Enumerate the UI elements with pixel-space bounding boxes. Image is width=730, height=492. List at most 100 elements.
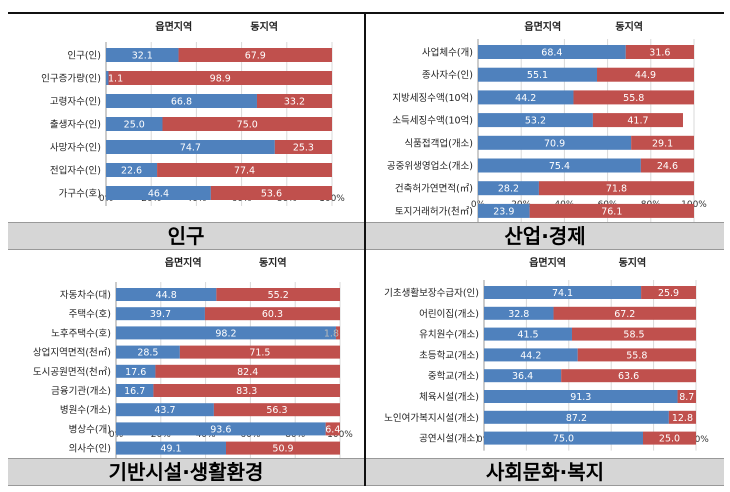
data-label-urban: 67.9 [245, 51, 266, 62]
category-label: 사망자수(인) [50, 143, 101, 154]
data-label-urban: 55.8 [623, 93, 644, 104]
bar-rural [484, 410, 669, 424]
bar-rural [116, 441, 226, 455]
category-label: 금융기관(개소) [51, 386, 111, 397]
bar-urban [573, 90, 694, 105]
data-label-urban: 83.3 [236, 386, 257, 397]
data-label-rural: 32.8 [508, 309, 529, 320]
category-label: 노후주택수(호) [51, 328, 111, 339]
data-label-urban: 31.6 [649, 48, 670, 59]
data-label-rural: 53.2 [525, 116, 546, 127]
bar-urban [592, 113, 683, 128]
bar-rural [106, 71, 109, 85]
data-label-urban: 24.6 [657, 161, 678, 172]
bar-rural [484, 327, 572, 341]
caption-industry-economy: 산업·경제 [366, 222, 724, 250]
caption-social-welfare: 사회문화·복지 [366, 458, 724, 486]
data-label-urban: 6.4 [325, 424, 340, 435]
category-label: 사업체수(개) [422, 47, 473, 59]
bar-rural [116, 288, 217, 301]
category-label: 가구수(호) [59, 189, 101, 200]
data-label-rural: 17.6 [125, 367, 146, 378]
bar-rural [478, 158, 641, 173]
bar-urban [538, 181, 694, 196]
data-label-urban: 25.9 [658, 288, 679, 299]
data-label-rural: 91.3 [570, 392, 591, 403]
legend-urban: 동지역 [619, 256, 647, 269]
data-label-urban: 41.7 [627, 116, 648, 127]
data-label-urban: 25.3 [293, 143, 314, 154]
category-label: 상업지역면적(천㎡) [33, 347, 111, 359]
data-label-rural: 32.1 [132, 51, 153, 62]
bar-urban [108, 71, 333, 85]
category-label: 의사수(인) [69, 444, 111, 455]
data-label-rural: 43.7 [154, 405, 175, 416]
bar-rural [106, 186, 211, 200]
data-label-urban: 8.7 [679, 392, 694, 403]
chart-panel-infrastructure: 읍면지역동지역0%20%40%60%80%100%자동차수(대)44.855.2… [8, 250, 364, 461]
data-label-rural: 74.7 [180, 143, 201, 154]
bar-rural [116, 384, 154, 397]
bar-urban [640, 158, 694, 173]
caption-infrastructure: 기반시설·생활환경 [8, 458, 364, 486]
bar-rural [484, 348, 578, 362]
data-label-rural: 28.5 [137, 348, 158, 359]
population-chart: 읍면지역동지역0%20%40%60%80%100%인구(인)32.167.9인구… [41, 20, 345, 206]
bar-rural [116, 364, 156, 378]
category-label: 지방세징수액(10억) [392, 92, 473, 104]
bar-urban [577, 348, 696, 362]
bar-urban [179, 345, 340, 359]
data-label-urban: 58.5 [623, 330, 644, 341]
category-label: 자동차수(대) [60, 289, 111, 301]
bar-rural [106, 140, 275, 154]
data-label-urban: 44.9 [635, 70, 656, 81]
top-rule [8, 12, 724, 14]
bar-rural [478, 181, 539, 196]
category-label: 전입자수(인) [50, 165, 101, 177]
data-label-rural: 70.9 [544, 138, 565, 149]
bar-urban [571, 327, 696, 341]
category-label: 인구(인) [67, 51, 101, 62]
bar-rural [478, 135, 632, 150]
data-label-rural: 98.2 [215, 328, 236, 339]
x-tick-label: 100% [681, 200, 707, 210]
category-label: 고령자수(인) [50, 96, 101, 108]
bar-urban [216, 288, 340, 301]
data-label-rural: 44.2 [520, 350, 541, 361]
data-label-rural: 75.0 [553, 434, 574, 445]
bar-rural [106, 48, 179, 62]
category-label: 공중위생영업소(개소) [387, 160, 473, 172]
data-label-rural: 68.4 [541, 48, 562, 59]
data-label-urban: 98.9 [210, 74, 231, 85]
bar-urban [643, 431, 696, 445]
bar-rural [478, 203, 530, 218]
bar-rural [484, 369, 562, 383]
bar-urban [204, 307, 340, 321]
data-label-rural: 46.4 [148, 189, 169, 200]
data-label-urban: 29.1 [652, 138, 673, 149]
bar-urban [677, 390, 696, 403]
legend-rural: 읍면지역 [524, 20, 561, 33]
data-label-rural: 44.8 [156, 290, 177, 301]
bar-urban [641, 286, 696, 299]
category-label: 인구증가량(인) [41, 73, 101, 85]
bar-rural [478, 45, 626, 59]
bar-rural [116, 307, 205, 321]
bar-urban [153, 384, 340, 397]
bar-rural [484, 431, 643, 445]
data-label-rural: 25.0 [124, 120, 145, 131]
data-label-rural: 28.2 [498, 184, 519, 195]
data-label-urban: 55.8 [626, 350, 647, 361]
legend-urban: 동지역 [615, 20, 643, 33]
category-label: 체육시설(개소) [419, 392, 479, 403]
bar-rural [484, 306, 554, 320]
bar-urban [561, 369, 696, 383]
data-label-rural: 74.1 [552, 288, 573, 299]
data-label-urban: 60.3 [262, 309, 283, 320]
bar-urban [325, 422, 340, 436]
bar-rural [478, 67, 598, 82]
bar-urban [553, 306, 696, 320]
category-label: 공연시설(개소) [419, 434, 479, 445]
data-label-urban: 71.5 [249, 348, 270, 359]
infrastructure-chart: 읍면지역동지역0%20%40%60%80%100%자동차수(대)44.855.2… [33, 256, 353, 461]
